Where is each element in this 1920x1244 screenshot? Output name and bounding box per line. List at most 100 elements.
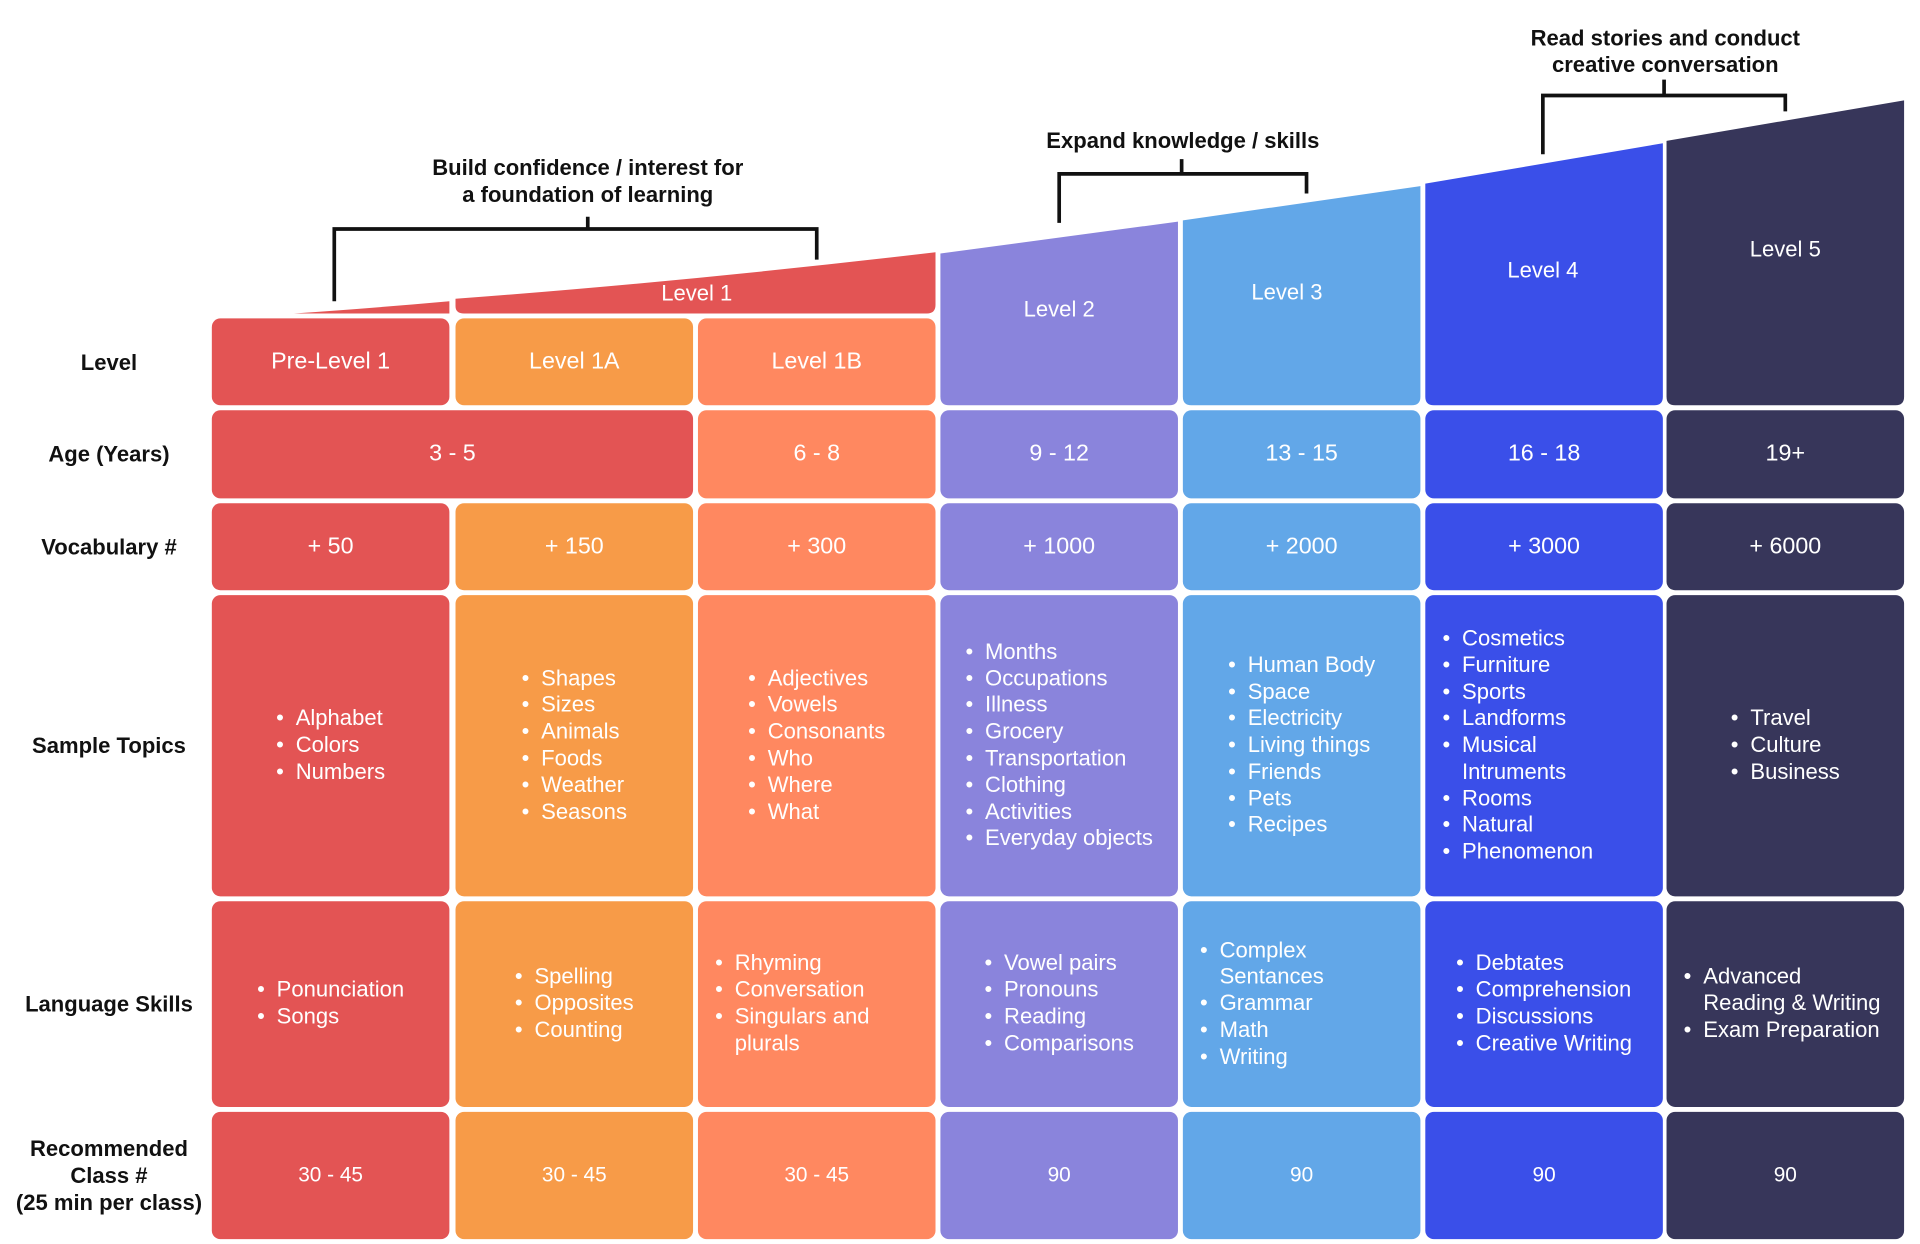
topics-list: TravelCultureBusiness	[1731, 706, 1840, 786]
skill-item: Spelling	[515, 964, 633, 991]
topics-list: ShapesSizesAnimalsFoodsWeatherSeasons	[522, 666, 627, 826]
classes-cell: 90	[940, 1111, 1178, 1240]
topics-cell: ShapesSizesAnimalsFoodsWeatherSeasons	[455, 595, 694, 897]
row-label-classes: Recommended Class # (25 min per class)	[0, 1112, 218, 1239]
vocab-cell: + 50	[211, 503, 450, 591]
topics-cell: AlphabetColorsNumbers	[211, 595, 450, 897]
topic-item: Animals	[522, 719, 627, 746]
topic-item: Rooms	[1442, 786, 1646, 813]
topic-item: Musical Intruments	[1442, 732, 1646, 785]
skill-item: Comparisons	[984, 1031, 1133, 1058]
level-name: Level 1B	[771, 348, 863, 375]
row-label-classes-line-1: Recommended	[29, 1136, 188, 1161]
classes-cell: 90	[1182, 1111, 1421, 1240]
skills-list: Advanced Reading & WritingExam Preparati…	[1684, 964, 1887, 1044]
topics-list: AdjectivesVowelsConsonantsWhoWhereWhat	[748, 666, 885, 826]
topic-item: Alphabet	[276, 706, 385, 733]
row-label-vocab: Vocabulary #	[41, 534, 177, 559]
topic-item: Colors	[276, 732, 385, 759]
level4-label: Level 4	[1507, 257, 1579, 283]
topic-item: Human Body	[1228, 652, 1375, 679]
skill-item: Advanced Reading & Writing	[1684, 964, 1887, 1017]
row-label-age: Age (Years)	[48, 442, 170, 467]
age-value: 19+	[1765, 440, 1806, 467]
age-cell: 3 - 5	[211, 410, 694, 499]
skill-item: Reading	[984, 1004, 1134, 1031]
age-value: 16 - 18	[1507, 440, 1581, 467]
bracket-3-line-2: creative conversation	[1551, 52, 1779, 78]
classes-value: 30 - 45	[298, 1163, 364, 1187]
topics-cell: Human BodySpaceElectricityLiving thingsF…	[1182, 595, 1421, 897]
skills-list: RhymingConversationSingulars and plurals	[715, 951, 918, 1058]
skill-item: Conversation	[715, 977, 919, 1004]
classes-cell: 30 - 45	[211, 1111, 450, 1240]
topics-cell: AdjectivesVowelsConsonantsWhoWhereWhat	[697, 595, 936, 897]
age-cell: 6 - 8	[697, 410, 936, 499]
pre-level1-banner	[293, 301, 450, 314]
vocab-cell: + 3000	[1425, 503, 1663, 591]
level2-label: Level 2	[1023, 296, 1095, 322]
row-label-level: Level	[80, 349, 138, 375]
skill-item: Complex Sentances	[1200, 937, 1404, 990]
topic-item: Culture	[1731, 732, 1839, 759]
classes-cell: 30 - 45	[455, 1111, 694, 1240]
vocab-value: + 6000	[1749, 533, 1822, 559]
topic-item: Recipes	[1228, 812, 1375, 839]
classes-value: 30 - 45	[784, 1163, 850, 1187]
topics-cell: MonthsOccupationsIllnessGroceryTransport…	[940, 595, 1178, 897]
vocab-cell: + 6000	[1666, 503, 1905, 591]
vocab-cell: + 300	[697, 503, 936, 591]
topic-item: Sports	[1442, 679, 1646, 706]
skills-cell: RhymingConversationSingulars and plurals	[697, 901, 936, 1107]
topic-item: Natural	[1442, 812, 1646, 839]
skills-list: DebtatesComprehensionDiscussionsCreative…	[1456, 951, 1632, 1058]
classes-value: 90	[1773, 1163, 1797, 1187]
vocab-value: + 50	[307, 533, 354, 559]
skill-item: Opposites	[515, 991, 634, 1018]
topic-item: Everyday objects	[965, 826, 1152, 853]
bracket-2-line-1: Expand knowledge / skills	[1046, 128, 1320, 154]
row-label-topics: Sample Topics	[32, 733, 186, 758]
topic-item: Clothing	[965, 772, 1153, 799]
topic-item: Illness	[965, 692, 1153, 719]
skill-item: Writing	[1200, 1044, 1404, 1071]
vocab-cell: + 150	[455, 503, 694, 591]
classes-cell: 90	[1666, 1111, 1905, 1240]
topic-item: Who	[748, 746, 886, 773]
bracket-2-label: Expand knowledge / skills	[1046, 127, 1319, 154]
bracket-1-line-1: Build confidence / interest for	[432, 155, 744, 181]
age-cell: 9 - 12	[940, 410, 1178, 499]
age-value: 3 - 5	[429, 440, 476, 467]
skills-cell: SpellingOppositesCounting	[455, 901, 694, 1107]
bracket-3-line-1: Read stories and conduct	[1530, 25, 1801, 51]
age-value: 9 - 12	[1029, 440, 1089, 467]
skill-item: Grammar	[1200, 991, 1404, 1018]
topics-cell: CosmeticsFurnitureSportsLandformsMusical…	[1425, 595, 1663, 897]
topics-list: AlphabetColorsNumbers	[276, 706, 385, 786]
topic-item: Numbers	[276, 759, 385, 786]
topic-item: Business	[1731, 759, 1840, 786]
bracket-1	[332, 216, 819, 302]
level5-label: Level 5	[1749, 236, 1821, 262]
bracket-1-line-2: a foundation of learning	[462, 182, 714, 207]
skill-item: Vowel pairs	[984, 951, 1134, 978]
skill-item: Debtates	[1456, 951, 1632, 978]
classes-value: 30 - 45	[541, 1163, 607, 1187]
age-cell: 13 - 15	[1182, 410, 1421, 499]
row-label-skills: Language Skills	[25, 991, 193, 1017]
vocab-value: + 1000	[1023, 533, 1096, 559]
vocab-cell: + 2000	[1182, 503, 1421, 591]
classes-cell: 90	[1425, 1111, 1663, 1240]
age-value: 13 - 15	[1265, 440, 1338, 467]
topic-item: What	[748, 799, 886, 826]
skill-item: Comprehension	[1456, 977, 1632, 1004]
skills-cell: PonunciationSongs	[211, 901, 450, 1107]
level-cell: Level 1A	[455, 318, 694, 406]
topic-item: Adjectives	[748, 666, 886, 693]
classes-value: 90	[1532, 1163, 1556, 1187]
skill-item: Exam Preparation	[1684, 1017, 1887, 1044]
skill-item: Ponunciation	[257, 977, 404, 1004]
vocab-value: + 3000	[1508, 533, 1580, 559]
skill-item: Songs	[257, 1004, 404, 1031]
